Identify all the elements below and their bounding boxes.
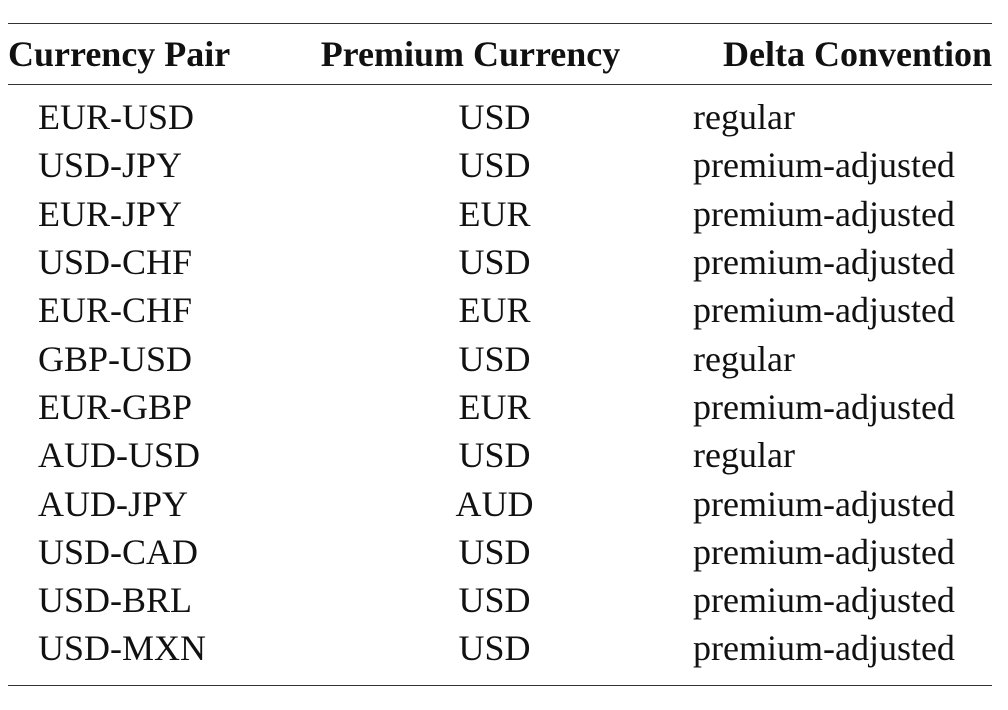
cell-premium-currency: USD — [458, 242, 531, 283]
cell-premium-currency: EUR — [458, 193, 531, 234]
table-row: USD-CAD USD premium-adjusted — [8, 528, 992, 576]
cell-currency-pair: USD-CHF — [38, 242, 193, 283]
cell-delta-convention: premium-adjusted — [693, 483, 955, 524]
table-row: EUR-USD USD regular — [8, 93, 992, 141]
table-row: AUD-JPY AUD premium-adjusted — [8, 479, 992, 527]
cell-premium-currency: USD — [458, 435, 531, 476]
bottom-rule — [8, 684, 992, 686]
cell-delta-convention: premium-adjusted — [693, 290, 955, 331]
cell-currency-pair: GBP-USD — [38, 338, 193, 379]
table-body: EUR-USD USD regular USD-JPY USD premium-adjus… — [8, 85, 992, 673]
cell-premium-currency: USD — [458, 338, 531, 379]
table-row: USD-BRL USD premium-adjusted — [8, 576, 992, 624]
cell-delta-convention: premium-adjusted — [693, 580, 955, 621]
table-row: USD-JPY USD premium-adjusted — [8, 141, 992, 189]
cell-currency-pair: USD-CAD — [38, 531, 199, 572]
table-header: Currency Pair Premium Currency Delta Con… — [8, 24, 992, 84]
cell-currency-pair: USD-MXN — [38, 628, 207, 669]
top-rule — [8, 23, 992, 24]
cell-delta-convention: premium-adjusted — [693, 386, 955, 427]
table-row: EUR-JPY EUR premium-adjusted — [8, 190, 992, 238]
cell-premium-currency: AUD — [455, 483, 534, 524]
cell-delta-convention: premium-adjusted — [693, 193, 955, 234]
cell-premium-currency: USD — [458, 97, 531, 138]
table-row: GBP-USD USD regular — [8, 334, 992, 382]
table-row: USD-MXN USD premium-adjusted — [8, 624, 992, 672]
cell-premium-currency: USD — [458, 580, 531, 621]
cell-delta-convention: regular — [693, 97, 795, 138]
header-premium-currency: Premium Currency — [320, 34, 621, 74]
cell-delta-convention: regular — [693, 338, 795, 379]
cell-currency-pair: AUD-JPY — [38, 483, 189, 524]
header-rule — [8, 84, 992, 85]
cell-delta-convention: premium-adjusted — [693, 628, 955, 669]
cell-delta-convention: premium-adjusted — [693, 145, 955, 186]
cell-currency-pair: EUR-JPY — [38, 193, 183, 234]
cell-currency-pair: AUD-USD — [38, 435, 200, 476]
cell-currency-pair: USD-BRL — [38, 580, 193, 621]
table-row: USD-CHF USD premium-adjusted — [8, 238, 992, 286]
cell-currency-pair: USD-JPY — [38, 145, 183, 186]
cell-premium-currency: USD — [458, 628, 531, 669]
cell-premium-currency: USD — [458, 531, 531, 572]
table-row: EUR-CHF EUR premium-adjusted — [8, 286, 992, 334]
header-currency-pair: Currency Pair — [8, 34, 231, 74]
cell-currency-pair: EUR-CHF — [38, 290, 193, 331]
cell-delta-convention: premium-adjusted — [693, 242, 955, 283]
cell-premium-currency: USD — [458, 145, 531, 186]
cell-delta-convention: premium-adjusted — [693, 531, 955, 572]
table-row: EUR-GBP EUR premium-adjusted — [8, 383, 992, 431]
cell-delta-convention: regular — [693, 435, 795, 476]
cell-currency-pair: EUR-USD — [38, 97, 195, 138]
cell-premium-currency: EUR — [458, 290, 531, 331]
cell-currency-pair: EUR-GBP — [38, 386, 193, 427]
header-delta-convention: Delta Convention — [723, 34, 992, 74]
table-row: AUD-USD USD regular — [8, 431, 992, 479]
cell-premium-currency: EUR — [458, 386, 531, 427]
currency-conventions-table: Currency Pair Premium Currency Delta Con… — [8, 23, 992, 686]
